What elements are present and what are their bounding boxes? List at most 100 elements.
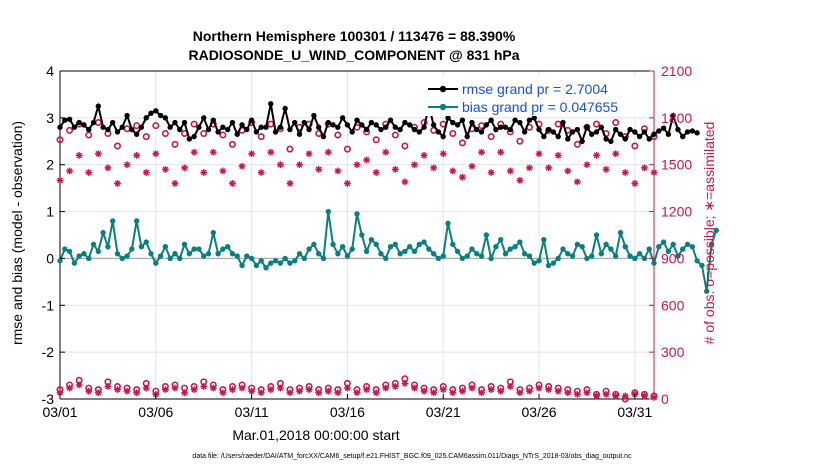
star-stroke (200, 383, 207, 390)
assimilated-obs-point-lower (94, 389, 102, 397)
bias-point (191, 246, 197, 252)
possible-obs-point (257, 133, 265, 141)
assimilated-obs-point (190, 148, 198, 156)
bias-point (641, 255, 648, 262)
rmse-point (315, 124, 322, 130)
rmse-point (641, 129, 648, 135)
right-tick-label: 2100 (661, 63, 692, 79)
rmse-point (545, 126, 552, 133)
assimilated-obs-point (526, 164, 533, 172)
bias-point (325, 208, 331, 215)
possible-obs-point (56, 136, 64, 144)
bias-point (272, 258, 279, 264)
rmse-point (205, 126, 212, 133)
star-stroke (555, 388, 562, 395)
star-stroke (545, 164, 552, 171)
star-stroke (124, 161, 130, 168)
assimilated-obs-point-lower (248, 387, 256, 395)
bias-point (172, 251, 178, 257)
possible-obs-point (228, 140, 236, 148)
rmse-point (224, 126, 231, 133)
star-stroke (392, 383, 399, 390)
assimilated-obs-point (411, 161, 418, 169)
bias-point (71, 260, 78, 266)
rmse-point (105, 126, 111, 133)
star-stroke (411, 385, 418, 391)
bias-point (109, 218, 116, 224)
star-stroke (354, 389, 360, 396)
rmse-point (411, 126, 418, 133)
assimilated-obs-point (181, 164, 188, 172)
x-axis-ticks: 03/01 03/06 03/11 03/16 03/21 03/26 03/31 (42, 394, 653, 420)
bias-point (406, 244, 413, 250)
assimilated-obs-point (478, 148, 485, 156)
bias-point (177, 255, 183, 262)
rmse-point (632, 129, 638, 135)
left-tick-label: 1 (46, 204, 54, 220)
right-tick-label: 300 (661, 344, 685, 360)
star-stroke (603, 391, 609, 398)
star-stroke (478, 389, 485, 396)
rmse-point (71, 124, 78, 130)
bias-point (66, 248, 73, 255)
star-stroke (287, 389, 293, 396)
bias-point (713, 227, 719, 234)
rmse-point (138, 124, 145, 130)
bias-point (368, 236, 375, 243)
rmse-point (153, 108, 159, 114)
star-stroke (306, 150, 312, 157)
bias-point (478, 253, 485, 259)
star-stroke (507, 168, 514, 174)
star-stroke (267, 386, 274, 393)
assimilated-obs-point-lower (267, 386, 275, 394)
bias-point (196, 246, 202, 252)
star-stroke (536, 150, 542, 157)
rmse-point (143, 115, 149, 121)
assimilated-obs-point (458, 173, 466, 181)
assimilated-obs-point-lower (420, 387, 428, 395)
rmse-point (368, 119, 375, 126)
assimilated-obs-point-lower (114, 386, 121, 394)
bias-point (311, 241, 317, 248)
assimilated-obs-point (171, 180, 179, 187)
bias-point (224, 244, 231, 250)
assimilated-obs-point-lower (478, 389, 485, 397)
rmse-point (181, 119, 188, 126)
star-stroke (133, 389, 140, 396)
bias-point (474, 251, 480, 257)
star-stroke (354, 161, 360, 168)
bias-point (469, 246, 475, 252)
possible-obs-point (343, 145, 351, 153)
bias-point (483, 232, 490, 238)
rmse-point (191, 133, 197, 140)
star-stroke (334, 389, 341, 396)
left-tick-label: -3 (42, 391, 55, 407)
assimilated-obs-point-lower (612, 392, 620, 400)
rmse-point (684, 129, 691, 135)
assimilated-obs-point-lower (161, 386, 169, 394)
bias-point (703, 288, 710, 294)
rmse-point (488, 117, 494, 123)
possible-obs-point (391, 131, 399, 139)
star-stroke (449, 168, 456, 174)
bias-point (450, 241, 456, 248)
star-stroke (593, 152, 600, 159)
rmse-point (622, 136, 628, 142)
star-stroke (133, 152, 140, 159)
rmse-point (263, 124, 269, 130)
star-stroke (564, 168, 571, 174)
rmse-point (660, 125, 667, 131)
bias-point (507, 246, 513, 252)
bias-point (263, 265, 269, 271)
rmse-point (268, 101, 274, 107)
rmse-point (612, 126, 619, 133)
assimilated-obs-point-lower (564, 389, 572, 397)
star-stroke (66, 385, 73, 391)
star-stroke (306, 386, 312, 393)
rmse-point (349, 129, 355, 135)
assimilated-obs-point (248, 150, 256, 158)
bias-point (282, 255, 288, 262)
assimilated-obs-point-lower (334, 389, 342, 397)
assimilated-obs-point-lower (315, 389, 323, 397)
rmse-point (330, 122, 336, 128)
